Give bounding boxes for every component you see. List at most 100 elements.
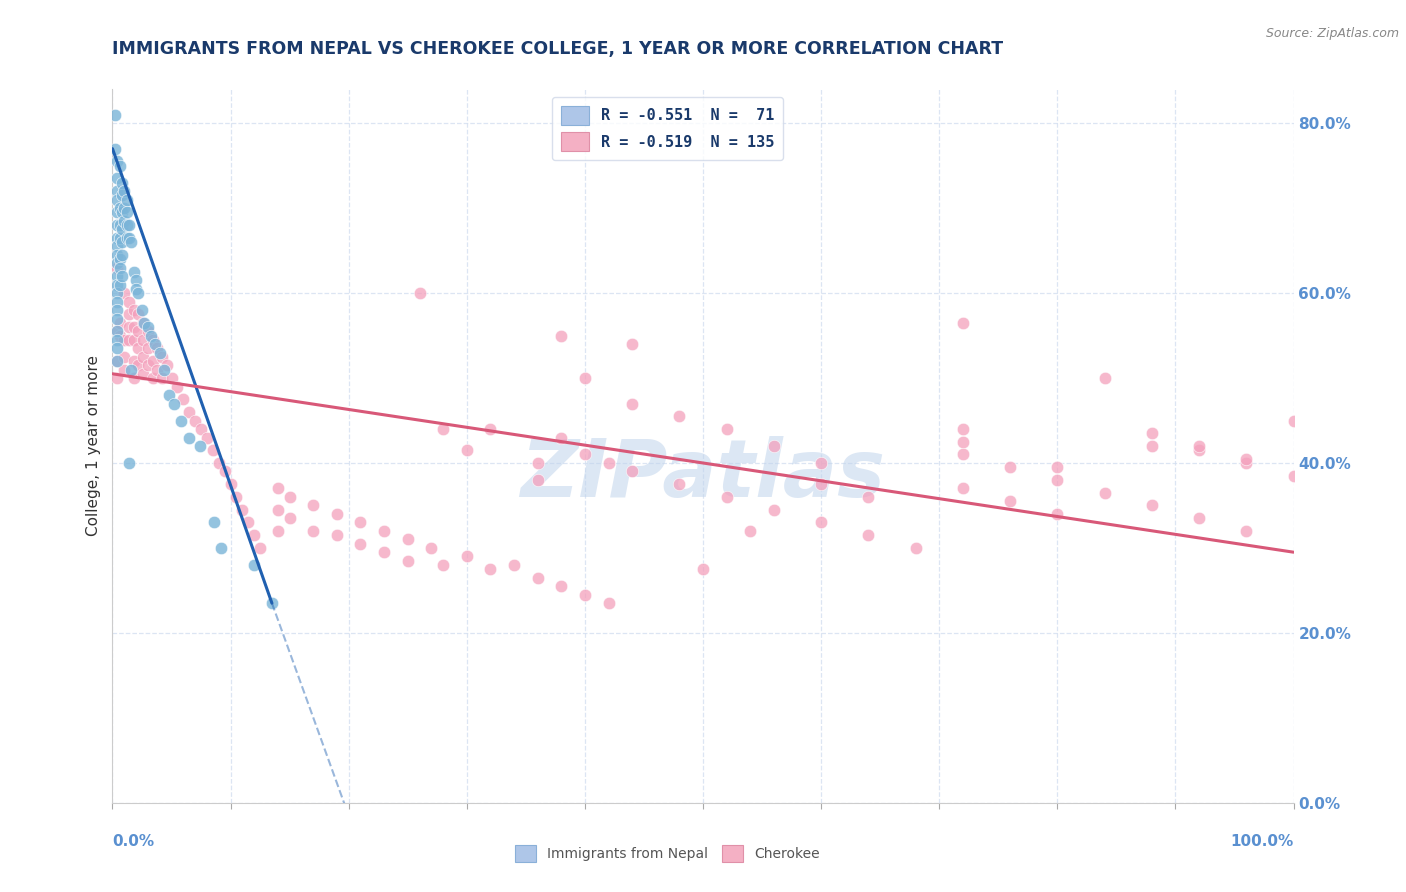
Point <box>349 537 371 551</box>
Point <box>326 507 349 521</box>
Point <box>1282 413 1305 427</box>
Point <box>574 588 596 602</box>
Point <box>598 596 620 610</box>
Point <box>142 371 165 385</box>
Point <box>160 371 183 385</box>
Point <box>136 320 159 334</box>
Point <box>132 333 155 347</box>
Point <box>621 465 644 479</box>
Point <box>108 159 131 173</box>
Point <box>115 205 138 219</box>
Point <box>105 269 128 284</box>
Point <box>105 341 128 355</box>
Point <box>120 362 142 376</box>
Point <box>1046 507 1069 521</box>
Point <box>105 354 128 368</box>
Point <box>179 430 201 444</box>
Point <box>170 413 193 427</box>
Point <box>108 328 131 343</box>
Point <box>260 596 283 610</box>
Point <box>153 362 176 376</box>
Point <box>105 184 128 198</box>
Point <box>108 201 131 215</box>
Point <box>249 541 271 555</box>
Point <box>1188 439 1211 453</box>
Point <box>105 218 128 232</box>
Point <box>111 269 134 284</box>
Point <box>105 248 128 262</box>
Text: 100.0%: 100.0% <box>1230 834 1294 849</box>
Point <box>146 362 169 376</box>
Point <box>127 324 149 338</box>
Point <box>115 218 138 232</box>
Point <box>118 320 141 334</box>
Point <box>105 303 128 318</box>
Point <box>195 430 218 444</box>
Point <box>111 188 134 202</box>
Point <box>408 286 430 301</box>
Text: IMMIGRANTS FROM NEPAL VS CHEROKEE COLLEGE, 1 YEAR OR MORE CORRELATION CHART: IMMIGRANTS FROM NEPAL VS CHEROKEE COLLEG… <box>112 40 1004 58</box>
Point <box>112 350 135 364</box>
Point <box>108 218 131 232</box>
Point <box>125 282 148 296</box>
Point <box>762 502 785 516</box>
Point <box>188 439 211 453</box>
Point <box>105 239 128 253</box>
Point <box>219 477 242 491</box>
Point <box>118 231 141 245</box>
Point <box>190 422 212 436</box>
Text: Source: ZipAtlas.com: Source: ZipAtlas.com <box>1265 27 1399 40</box>
Point <box>456 443 478 458</box>
Point <box>998 460 1021 475</box>
Point <box>526 473 548 487</box>
Point <box>396 554 419 568</box>
Point <box>104 142 127 156</box>
Point <box>243 528 266 542</box>
Point <box>105 154 128 169</box>
Point <box>668 409 690 424</box>
Point <box>952 434 974 449</box>
Point <box>105 311 128 326</box>
Point <box>858 528 880 542</box>
Point <box>111 248 134 262</box>
Point <box>302 524 325 538</box>
Point <box>621 396 644 410</box>
Point <box>810 456 832 470</box>
Point <box>108 252 131 266</box>
Point <box>208 456 231 470</box>
Point <box>105 260 128 275</box>
Point <box>112 286 135 301</box>
Point <box>131 303 153 318</box>
Point <box>1046 460 1069 475</box>
Point <box>420 541 443 555</box>
Point <box>184 413 207 427</box>
Point <box>432 558 454 572</box>
Point <box>550 579 572 593</box>
Point <box>373 524 395 538</box>
Point <box>146 341 169 355</box>
Point <box>1140 426 1163 441</box>
Point <box>479 422 502 436</box>
Point <box>118 333 141 347</box>
Point <box>122 303 145 318</box>
Legend: Immigrants from Nepal, Cherokee: Immigrants from Nepal, Cherokee <box>510 839 825 867</box>
Point <box>105 354 128 368</box>
Point <box>111 235 134 249</box>
Point <box>105 231 128 245</box>
Point <box>127 286 149 301</box>
Point <box>112 333 135 347</box>
Point <box>238 516 260 530</box>
Point <box>163 396 186 410</box>
Point <box>550 430 572 444</box>
Point <box>1188 511 1211 525</box>
Point <box>1094 371 1116 385</box>
Point <box>349 516 371 530</box>
Point <box>396 533 419 547</box>
Point <box>209 541 232 555</box>
Point <box>278 490 301 504</box>
Point <box>762 439 785 453</box>
Point <box>118 294 141 309</box>
Point <box>574 371 596 385</box>
Point <box>112 201 135 215</box>
Point <box>740 524 762 538</box>
